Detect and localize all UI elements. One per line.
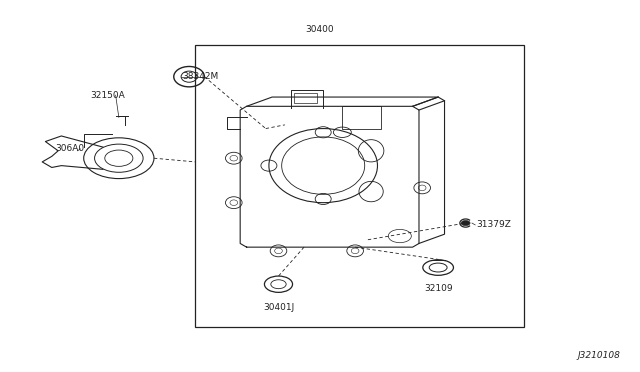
Text: 306A0: 306A0: [55, 144, 84, 153]
Bar: [195, 45, 524, 327]
Text: 31379Z: 31379Z: [476, 221, 511, 230]
Bar: [342, 106, 381, 129]
Circle shape: [461, 221, 470, 226]
Text: J3210108: J3210108: [577, 351, 620, 360]
Text: 32109: 32109: [424, 284, 452, 293]
Bar: [294, 93, 317, 103]
Text: 38342M: 38342M: [182, 72, 219, 81]
Text: 32150A: 32150A: [90, 91, 125, 100]
Text: 30401J: 30401J: [263, 303, 294, 312]
Text: 30400: 30400: [306, 25, 334, 34]
